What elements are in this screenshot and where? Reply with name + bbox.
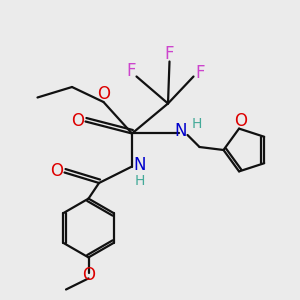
Text: O: O: [97, 85, 110, 103]
Text: H: H: [192, 118, 202, 131]
Text: N: N: [175, 122, 187, 140]
Text: H: H: [134, 174, 145, 188]
Text: F: F: [165, 45, 174, 63]
Text: O: O: [234, 112, 247, 130]
Text: F: F: [195, 64, 205, 82]
Text: F: F: [126, 62, 136, 80]
Text: O: O: [82, 266, 95, 284]
Text: O: O: [71, 112, 85, 130]
Text: N: N: [133, 156, 146, 174]
Text: O: O: [50, 162, 64, 180]
